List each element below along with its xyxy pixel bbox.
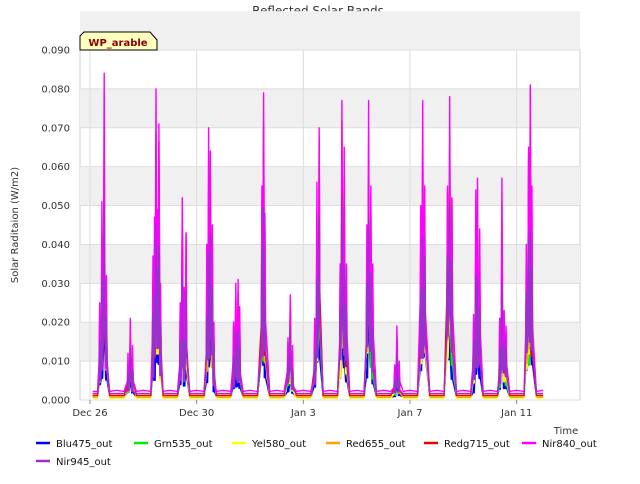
grid-band [80,244,580,284]
y-tick-label: 0.010 [41,357,70,368]
series-layer [92,72,544,399]
legend-item: Blu475_out [36,439,113,450]
legend-item: Grn535_out [134,439,213,450]
legend-label: Red655_out [346,439,406,450]
y-tick-label: 0.060 [41,162,70,173]
grid-band [80,11,580,50]
site-label-badge: WP_arable [79,31,158,51]
x-axis-title: Time [553,426,578,437]
legend: Blu475_out Grn535_out Yel580_out Red655_out… [36,439,597,468]
grid-band [80,166,580,206]
grid-bands [80,11,580,362]
grid-lines [80,49,580,401]
x-tick-label: Jan 11 [500,408,532,419]
y-axis: 0.000 0.010 0.020 0.030 0.040 0.050 0.060 0.070… [41,46,70,407]
x-tick-label: Dec 26 [72,408,107,419]
legend-label: Nir945_out [56,457,111,468]
grid-band [80,88,580,128]
y-tick-label: 0.040 [41,240,70,251]
series-line-nir945-out [92,194,544,395]
x-tick-label: Dec 30 [179,408,214,419]
y-tick-label: 0.050 [41,201,70,212]
legend-label: Blu475_out [56,439,113,450]
y-axis-title: Solar Raditaion (W/m2) [10,167,21,283]
x-tick-label: Jan 7 [397,408,423,419]
grid-band [80,322,580,362]
legend-item: Nir840_out [522,439,597,450]
legend-label: Nir840_out [542,439,597,450]
legend-label: Redg715_out [444,439,510,450]
legend-item: Redg715_out [424,439,510,450]
y-tick-label: 0.070 [41,123,70,134]
y-tick-label: 0.020 [41,318,70,329]
y-tick-label: 0.030 [41,279,70,290]
site-label: WP_arable [88,38,147,49]
site-label-box [79,31,158,51]
legend-label: Yel580_out [251,439,306,450]
x-tick-label: Jan 3 [290,408,316,419]
legend-item: Yel580_out [232,439,306,450]
y-tick-label: 0.080 [41,84,70,95]
y-tick-label: 0.090 [41,46,70,57]
legend-item: Nir945_out [36,457,111,468]
x-axis: Dec 26 Dec 30 Jan 3 Jan 7 Jan 11 [72,400,532,419]
legend-item: Red655_out [326,439,406,450]
y-tick-label: 0.000 [41,396,70,407]
legend-label: Grn535_out [154,439,213,450]
